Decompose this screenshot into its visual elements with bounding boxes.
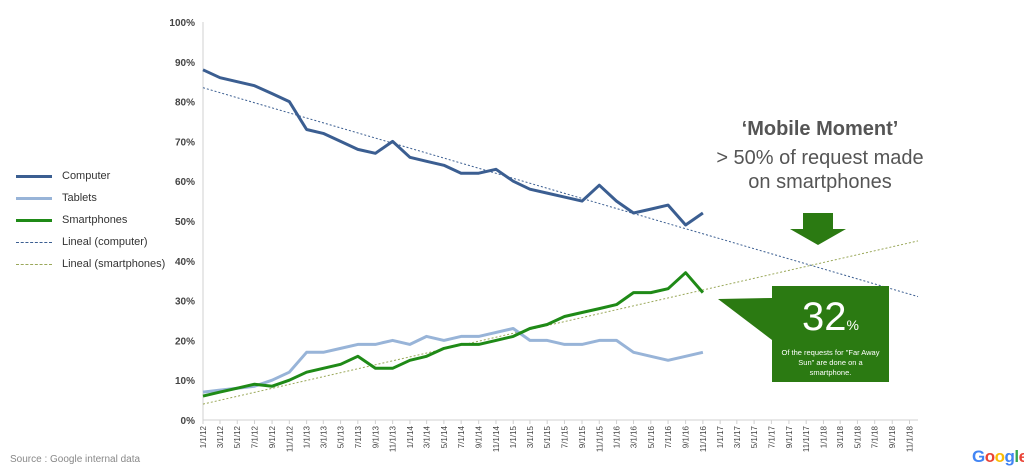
- y-axis: 0% 10% 20% 30% 40% 50% 60% 70% 80% 90% 100%: [169, 18, 204, 427]
- legend-swatch: [16, 218, 52, 222]
- x-tick-label: 9/1/17: [785, 425, 794, 448]
- x-tick-label: 1/1/13: [303, 425, 312, 448]
- x-tick-label: 11/1/17: [802, 425, 811, 452]
- legend-swatch: [16, 263, 52, 265]
- x-tick-label: 11/1/14: [492, 425, 501, 452]
- logo-letter: l: [1014, 447, 1019, 466]
- x-tick-label: 9/1/14: [475, 425, 484, 448]
- y-tick-label: 30%: [175, 297, 195, 308]
- x-tick-label: 1/1/17: [716, 425, 725, 448]
- x-tick-label: 7/1/16: [664, 425, 673, 448]
- x-tick-label: 5/1/15: [543, 425, 552, 448]
- arrow-down-icon: [790, 213, 846, 245]
- annotation-title: ‘Mobile Moment’: [741, 118, 899, 140]
- logo-letter: G: [972, 447, 985, 466]
- x-tick-label: 1/1/12: [199, 425, 208, 448]
- x-tick-label: 3/1/17: [733, 425, 742, 448]
- x-tick-label: 5/1/14: [440, 425, 449, 448]
- y-tick-label: 20%: [175, 336, 195, 347]
- y-tick-label: 80%: [175, 98, 195, 109]
- x-tick-label: 5/1/12: [233, 425, 242, 448]
- x-tick-label: 7/1/15: [560, 425, 569, 448]
- series-line: [202, 327, 704, 394]
- x-tick-label: 1/1/15: [509, 425, 518, 448]
- x-tick-label: 5/1/16: [647, 425, 656, 448]
- legend-item: Computer: [16, 165, 165, 187]
- series-line: [202, 271, 705, 398]
- legend-swatch: [16, 196, 52, 200]
- x-tick-label: 9/1/16: [682, 425, 691, 448]
- x-tick-label: 5/1/18: [853, 425, 862, 448]
- x-tick-label: 9/1/12: [268, 425, 277, 448]
- annotation-line-2: on smartphones: [748, 171, 892, 193]
- logo-letter: o: [994, 447, 1005, 466]
- x-tick-label: 3/1/16: [630, 425, 639, 448]
- x-tick-label: 1/1/14: [406, 425, 415, 448]
- annotation-body: > 50% of request made on smartphones: [700, 146, 940, 194]
- x-tick-label: 11/1/13: [389, 425, 398, 452]
- x-tick-label: 11/1/15: [595, 425, 604, 452]
- x-tick-label: 1/1/16: [613, 425, 622, 448]
- legend-item: Smartphones: [16, 209, 165, 231]
- x-tick-label: 5/1/17: [750, 425, 759, 448]
- series-line: [202, 87, 919, 298]
- x-axis: 1/1/12 3/1/12 5/1/12 7/1/12 9/1/12 11/1/12 1/1…: [199, 419, 918, 452]
- y-tick-label: 100%: [169, 18, 195, 29]
- legend-swatch: [16, 174, 52, 178]
- y-tick-label: 60%: [175, 177, 195, 188]
- legend: Computer Tablets Smartphones Lineal (comput…: [16, 165, 165, 275]
- callout-box: 32% Of the requests for "Far Away Sun" a…: [772, 286, 889, 382]
- callout-value: 32: [802, 295, 847, 339]
- legend-item: Tablets: [16, 187, 165, 209]
- legend-label: Lineal (computer): [62, 236, 148, 248]
- logo-letter: g: [1004, 447, 1015, 466]
- x-tick-label: 1/1/18: [819, 425, 828, 448]
- y-tick-label: 90%: [175, 58, 195, 69]
- y-tick-label: 10%: [175, 376, 195, 387]
- x-tick-label: 11/1/16: [699, 425, 708, 452]
- legend-item: Lineal (smartphones): [16, 253, 165, 275]
- x-tick-label: 3/1/18: [836, 425, 845, 448]
- x-tick-label: 5/1/13: [337, 425, 346, 448]
- legend-label: Smartphones: [62, 214, 128, 226]
- y-tick-label: 70%: [175, 137, 195, 148]
- x-tick-label: 3/1/12: [216, 425, 225, 448]
- legend-label: Lineal (smartphones): [62, 258, 166, 270]
- legend-label: Computer: [62, 170, 111, 182]
- y-tick-label: 50%: [175, 217, 195, 228]
- series-line: [202, 68, 704, 227]
- y-tick-label: 0%: [181, 416, 196, 427]
- x-tick-label: 7/1/17: [767, 425, 776, 448]
- x-tick-label: 3/1/14: [423, 425, 432, 448]
- series-layer: [202, 68, 919, 405]
- callout-pointer: [718, 298, 772, 340]
- x-tick-label: 11/1/18: [906, 425, 915, 452]
- x-tick-label: 11/1/12: [285, 425, 294, 452]
- callout-value-wrap: 32%: [772, 296, 889, 346]
- annotation-line-1: > 50% of request made: [716, 147, 924, 169]
- x-tick-label: 9/1/15: [578, 425, 587, 448]
- source-note: Source : Google internal data: [10, 454, 141, 465]
- legend-label: Tablets: [62, 192, 97, 204]
- legend-item: Lineal (computer): [16, 231, 165, 253]
- google-logo: Google: [972, 447, 1024, 467]
- logo-letter: e: [1018, 447, 1024, 466]
- callout-text: Of the requests for "Far Away Sun" are d…: [781, 348, 880, 377]
- x-tick-label: 9/1/18: [888, 425, 897, 448]
- x-tick-label: 7/1/14: [457, 425, 466, 448]
- callout-unit: %: [846, 317, 859, 333]
- y-tick-label: 40%: [175, 257, 195, 268]
- x-tick-label: 3/1/13: [319, 425, 328, 448]
- logo-letter: o: [984, 447, 995, 466]
- legend-swatch: [16, 241, 52, 243]
- x-tick-label: 7/1/12: [251, 425, 260, 448]
- x-tick-label: 9/1/13: [371, 425, 380, 448]
- x-tick-label: 7/1/18: [871, 425, 880, 448]
- x-tick-label: 7/1/13: [354, 425, 363, 448]
- x-tick-label: 3/1/15: [526, 425, 535, 448]
